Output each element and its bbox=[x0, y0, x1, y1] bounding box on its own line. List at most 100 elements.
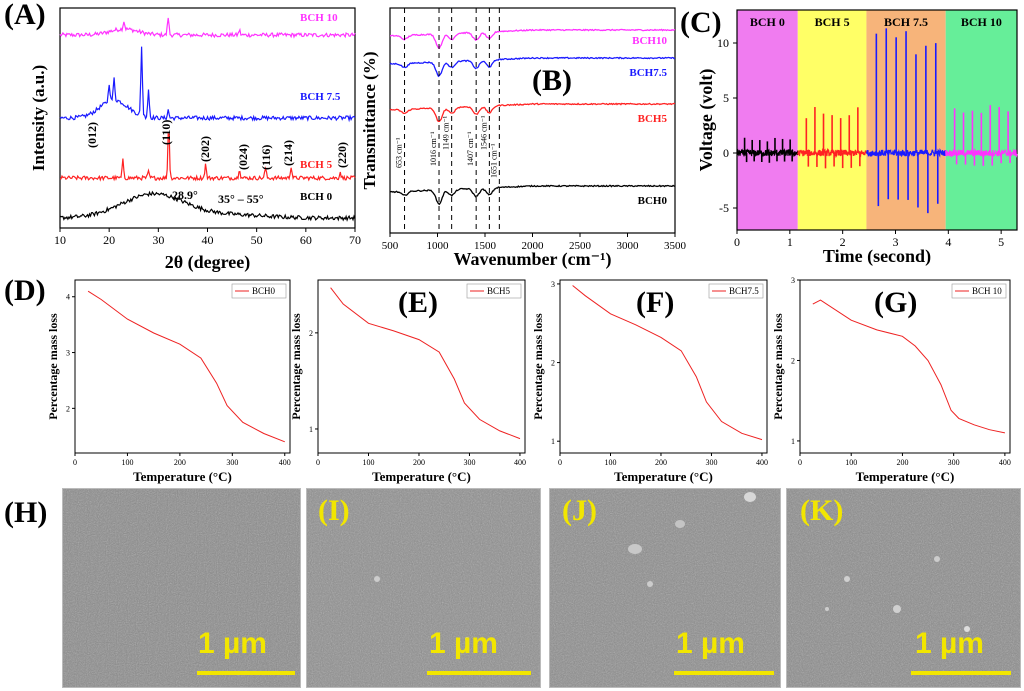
y-tick-label: 3 bbox=[66, 349, 70, 358]
hkl-label: (110) bbox=[159, 120, 173, 145]
series-line bbox=[389, 56, 676, 78]
scale-bar-label: 1 µm bbox=[198, 627, 267, 660]
chart-a: 10 20 30 40 50 60 70 2θ (degree) Intensity (a.u.… bbox=[29, 7, 361, 273]
series-line bbox=[59, 132, 356, 182]
x-tick-label: 4 bbox=[945, 235, 951, 249]
band-label: 1407 cm⁻¹ bbox=[466, 131, 475, 166]
series-label: BCH7.5 bbox=[629, 67, 667, 79]
y-tick-label: 1 bbox=[791, 437, 795, 446]
y-tick-label: 1 bbox=[551, 437, 555, 446]
sem-image-h: 1 µm bbox=[62, 488, 301, 688]
y-tick-label: 3 bbox=[551, 280, 555, 289]
legend-box bbox=[951, 283, 1007, 299]
plot-frame bbox=[799, 279, 1011, 454]
x-tick-label: 3500 bbox=[664, 240, 687, 252]
x-axis-label: Temperature (°C) bbox=[856, 469, 955, 484]
x-tick-label: 1500 bbox=[474, 240, 497, 252]
scale-bar-label: 1 µm bbox=[429, 627, 498, 660]
series-label: BCH 0 bbox=[300, 191, 333, 203]
x-tick-label: 100 bbox=[604, 458, 616, 467]
series-line bbox=[87, 290, 285, 443]
band-label: 1149 cm⁻¹ bbox=[442, 115, 451, 150]
x-tick-label: 300 bbox=[705, 458, 717, 467]
sem-image-j: 1 µm bbox=[549, 488, 781, 688]
x-tick-label: 2500 bbox=[569, 240, 592, 252]
y-tick-label: 4 bbox=[66, 293, 70, 302]
panel-label-d: (D) bbox=[4, 274, 46, 307]
series-line bbox=[812, 299, 1006, 434]
y-axis-label: Percentage mass loss bbox=[289, 313, 303, 420]
legend-label: BCH0 bbox=[252, 286, 276, 296]
x-tick-label: 200 bbox=[174, 458, 186, 467]
hkl-label: (024) bbox=[236, 144, 250, 170]
panel-label-i: (I) bbox=[318, 494, 350, 527]
x-tick-label: 100 bbox=[362, 458, 374, 467]
y-tick-label: 2 bbox=[791, 356, 795, 365]
x-axis-label: Wavenumber (cm⁻¹) bbox=[453, 249, 611, 270]
band-label: 1651 cm⁻¹ bbox=[489, 143, 498, 178]
scale-bar bbox=[427, 671, 531, 675]
plot-frame bbox=[317, 279, 526, 454]
x-tick-label: 30 bbox=[152, 233, 164, 247]
x-tick-label: 0 bbox=[316, 458, 320, 467]
legend-label: BCH 10 bbox=[972, 286, 1002, 296]
panel-label-c: (C) bbox=[680, 6, 722, 39]
panel-label-f: (F) bbox=[636, 286, 675, 319]
hkl-label: (012) bbox=[85, 122, 99, 148]
region-label: BCH 7.5 bbox=[884, 15, 928, 29]
x-axis-label: Temperature (°C) bbox=[133, 469, 232, 484]
chart-e: 0 100 200 300 400 1 2 Temperature (°C) Percentag… bbox=[289, 279, 526, 484]
hkl-label: (214) bbox=[281, 140, 295, 166]
sem-image-k: 1 µm bbox=[786, 488, 1021, 688]
series-line bbox=[330, 287, 521, 440]
series-line bbox=[59, 46, 356, 123]
x-tick-label: 2 bbox=[840, 235, 846, 249]
x-tick-label: 300 bbox=[463, 458, 475, 467]
region-label: BCH 10 bbox=[961, 15, 1002, 29]
x-axis-label: 2θ (degree) bbox=[165, 252, 251, 273]
x-tick-label: 2000 bbox=[522, 240, 545, 252]
plot-frame bbox=[74, 279, 291, 454]
legend-box bbox=[231, 283, 287, 299]
x-tick-label: 5 bbox=[998, 235, 1004, 249]
legend-label: BCH7.5 bbox=[729, 286, 759, 296]
scale-bar bbox=[911, 671, 1011, 675]
x-axis-label: Temperature (°C) bbox=[372, 469, 471, 484]
panel-label-j: (J) bbox=[562, 494, 597, 527]
x-tick-label: 3 bbox=[892, 235, 898, 249]
series-label: BCH5 bbox=[638, 113, 668, 125]
x-tick-label: 3000 bbox=[617, 240, 640, 252]
series-label: BCH 5 bbox=[300, 159, 333, 171]
y-tick-label: 3 bbox=[791, 276, 795, 285]
x-tick-label: 0 bbox=[798, 458, 802, 467]
x-axis-label: Time (second) bbox=[823, 246, 931, 267]
x-tick-label: 200 bbox=[655, 458, 667, 467]
sem-image-i: 1 µm bbox=[306, 488, 541, 688]
hkl-label: (202) bbox=[198, 136, 212, 162]
panel-label-a: (A) bbox=[4, 0, 46, 31]
y-tick-label: 2 bbox=[309, 329, 313, 338]
x-tick-label: 1 bbox=[787, 235, 793, 249]
x-tick-label: 400 bbox=[999, 458, 1011, 467]
panel-label-k: (K) bbox=[800, 494, 844, 527]
x-tick-label: 300 bbox=[948, 458, 960, 467]
x-tick-label: 40 bbox=[202, 233, 214, 247]
series-label: BCH10 bbox=[632, 35, 667, 47]
x-tick-label: 300 bbox=[226, 458, 238, 467]
sem-texture bbox=[787, 489, 1020, 687]
plot-frame bbox=[736, 9, 1018, 231]
scale-bar-label: 1 µm bbox=[915, 627, 984, 660]
y-axis-label: Voltage (volt) bbox=[696, 69, 717, 172]
x-tick-label: 0 bbox=[734, 235, 740, 249]
x-tick-label: 1000 bbox=[427, 240, 450, 252]
x-tick-label: 0 bbox=[558, 458, 562, 467]
region-label: BCH 5 bbox=[815, 15, 850, 29]
series-label: BCH 10 bbox=[300, 12, 338, 24]
x-tick-label: 100 bbox=[121, 458, 133, 467]
series-line bbox=[59, 190, 356, 222]
y-axis-label: Intensity (a.u.) bbox=[29, 65, 48, 171]
chart-d: 0 100 200 300 400 2 3 4 Temperature (°C) Percenta… bbox=[46, 279, 291, 484]
y-axis-label: Percentage mass loss bbox=[46, 313, 60, 420]
x-tick-label: 400 bbox=[756, 458, 768, 467]
band-label: 1546 cm⁻¹ bbox=[479, 115, 488, 150]
